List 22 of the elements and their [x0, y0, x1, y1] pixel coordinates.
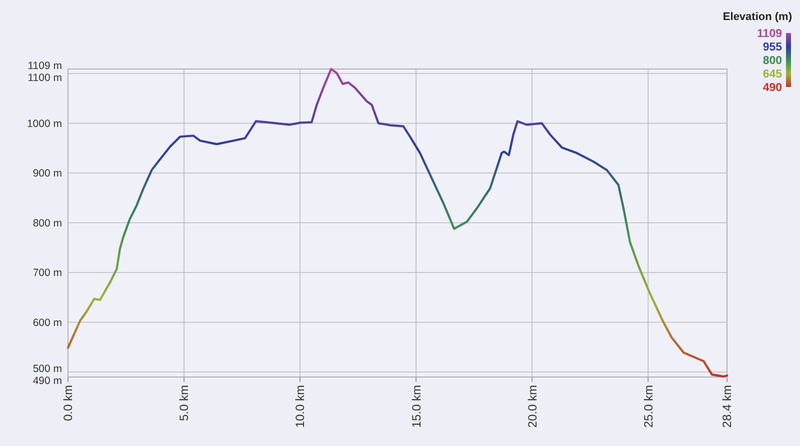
y-tick-label: 500 m — [32, 363, 62, 376]
color-bar-label: 645 — [762, 68, 783, 81]
x-tick-label: 25.0 km — [641, 385, 656, 428]
color-bar-label: 955 — [762, 41, 783, 54]
x-tick-label: 10.0 km — [293, 385, 308, 428]
color-bar-title: Elevation (m) — [722, 11, 792, 23]
x-tick-label: 15.0 km — [409, 385, 424, 428]
y-tick-label: 1000 m — [26, 118, 62, 130]
y-tick-label: 490 m — [32, 375, 62, 388]
y-tick-label: 900 m — [32, 168, 62, 180]
x-tick-label: 5.0 km — [177, 385, 192, 422]
color-bar-label: 1109 — [757, 28, 782, 40]
x-tick-label: 28.4 km — [720, 385, 734, 428]
y-tick-label: 800 m — [32, 217, 62, 230]
y-tick-label: 600 m — [32, 316, 62, 329]
x-tick-label: 20.0 km — [525, 385, 540, 428]
y-tick-label: 1100 m — [28, 72, 62, 84]
y-tick-label: 1109 m — [28, 60, 62, 72]
x-tick-label: 0.0 km — [61, 385, 76, 422]
y-tick-label: 700 m — [32, 267, 62, 280]
color-bar-label: 490 — [762, 82, 782, 94]
color-bar-label: 800 — [762, 54, 782, 67]
